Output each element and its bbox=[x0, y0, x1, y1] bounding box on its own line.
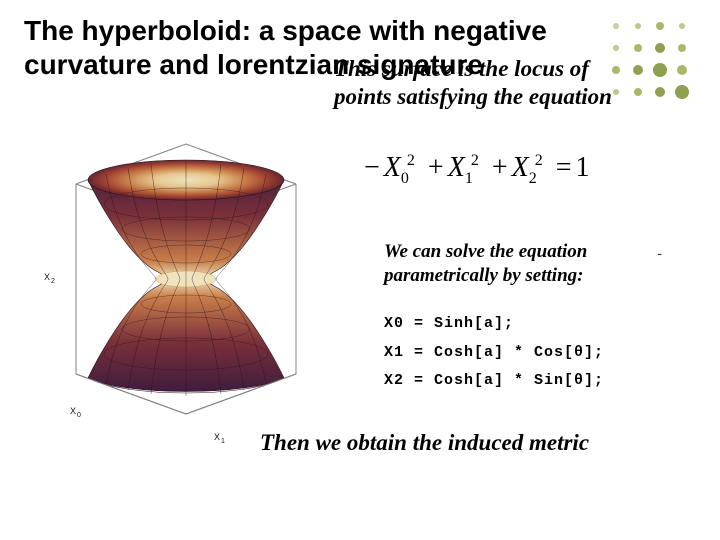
axis-label-x2: X bbox=[44, 272, 50, 282]
subtitle-line2: points satisfying the equation bbox=[334, 84, 612, 109]
slide: The hyperboloid: a space with negative c… bbox=[0, 0, 720, 540]
dash-mark: - bbox=[657, 245, 662, 261]
parametric-note: We can solve the equation parametrically… bbox=[384, 240, 684, 288]
svg-text:2: 2 bbox=[51, 278, 55, 285]
param-note-line1: We can solve the equation bbox=[384, 241, 587, 262]
svg-text:0: 0 bbox=[77, 412, 81, 419]
subtitle-line1: This surface is the locus of bbox=[334, 56, 589, 81]
param-row-1: X1 = Cosh[a] * Cos[θ]; bbox=[384, 339, 604, 368]
hyperboloid-surface bbox=[88, 160, 284, 396]
footer-note: Then we obtain the induced metric bbox=[260, 430, 589, 456]
decoration-dots bbox=[600, 10, 700, 110]
hyperboloid-plot: X 2 X 0 X 1 bbox=[16, 114, 336, 454]
param-row-0: X0 = Sinh[a]; bbox=[384, 310, 604, 339]
param-row-2: X2 = Cosh[a] * Sin[θ]; bbox=[384, 367, 604, 396]
param-note-line2: parametrically by setting: bbox=[384, 265, 583, 286]
svg-text:1: 1 bbox=[221, 438, 225, 445]
axis-label-x0: X bbox=[70, 406, 76, 416]
parametric-equations: X0 = Sinh[a]; X1 = Cosh[a] * Cos[θ]; X2 … bbox=[384, 310, 604, 396]
main-equation: −X02 +X12 +X22 =1 bbox=[364, 152, 590, 184]
content-area: X 2 X 0 X 1 −X02 +X12 +X22 =1 We can sol… bbox=[24, 110, 696, 490]
axis-label-x1: X bbox=[214, 432, 220, 442]
